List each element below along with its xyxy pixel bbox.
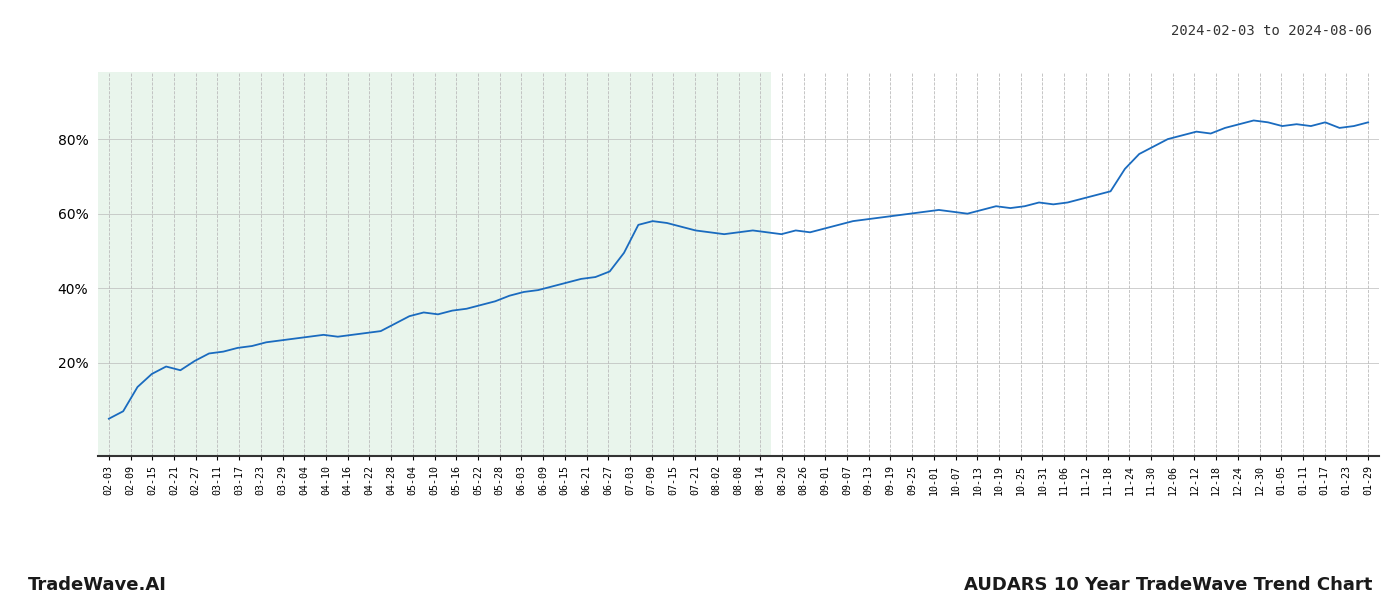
Bar bbox=[98, 72, 771, 456]
Text: TradeWave.AI: TradeWave.AI bbox=[28, 576, 167, 594]
Text: 2024-02-03 to 2024-08-06: 2024-02-03 to 2024-08-06 bbox=[1170, 24, 1372, 38]
Text: AUDARS 10 Year TradeWave Trend Chart: AUDARS 10 Year TradeWave Trend Chart bbox=[963, 576, 1372, 594]
